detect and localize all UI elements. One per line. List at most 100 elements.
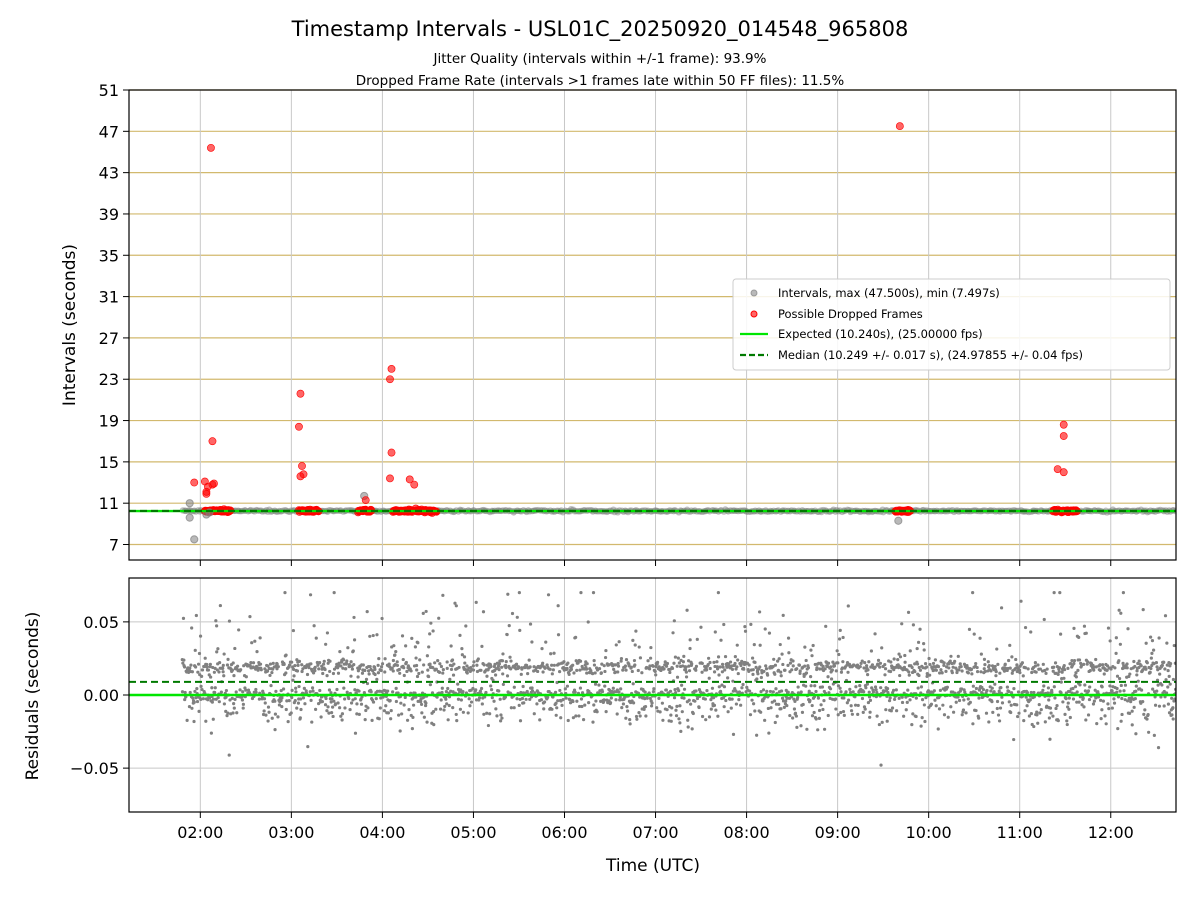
residual-point: [1066, 666, 1070, 670]
residual-point: [684, 665, 688, 669]
residual-point: [480, 644, 484, 648]
residual-point: [449, 689, 453, 693]
residual-point: [518, 628, 522, 632]
residual-point: [199, 674, 204, 678]
residual-point: [359, 702, 364, 706]
residual-point: [437, 670, 442, 675]
residual-point: [546, 695, 550, 700]
residual-point: [928, 662, 932, 667]
residual-point: [652, 687, 656, 691]
residual-point: [717, 685, 721, 689]
residual-point: [839, 690, 843, 694]
residual-point: [378, 706, 382, 710]
residual-point: [1167, 674, 1171, 678]
residual-point: [284, 671, 288, 675]
residual-point: [948, 659, 952, 663]
residual-point: [747, 663, 751, 667]
residual-point: [720, 683, 724, 687]
residual-point: [594, 699, 598, 703]
residual-point: [313, 669, 317, 673]
residual-point: [273, 712, 278, 716]
residual-point: [515, 615, 519, 619]
residual-point: [1082, 624, 1087, 628]
residual-point: [674, 690, 678, 695]
residual-point: [879, 686, 883, 690]
residual-point: [794, 714, 798, 718]
residual-point: [878, 665, 882, 669]
residual-point: [348, 664, 352, 669]
residual-point: [773, 720, 777, 725]
residual-point: [771, 665, 775, 669]
residual-point: [1054, 706, 1058, 711]
residual-point: [1152, 662, 1156, 666]
residual-point: [318, 688, 322, 693]
residual-point: [572, 671, 576, 675]
residual-point: [545, 663, 549, 667]
residual-point: [703, 697, 707, 701]
residual-point: [877, 722, 881, 727]
residual-point: [517, 591, 521, 595]
residual-point: [933, 698, 937, 702]
residual-point: [234, 690, 238, 694]
residual-point: [479, 686, 484, 691]
residual-point: [343, 706, 347, 710]
residual-point: [336, 701, 340, 705]
residual-point: [638, 714, 642, 718]
legend-box: [732, 278, 1171, 371]
residual-point: [578, 704, 582, 709]
residual-point: [404, 644, 408, 648]
residual-point: [1121, 661, 1125, 665]
residual-point: [209, 731, 213, 735]
residual-point: [793, 711, 798, 715]
residual-point: [420, 711, 424, 715]
residual-point: [898, 673, 902, 678]
residual-point: [501, 672, 505, 676]
residual-point: [520, 667, 524, 671]
residual-point: [1019, 599, 1023, 603]
residual-point: [726, 710, 730, 714]
residual-point: [680, 683, 684, 687]
residual-point: [1119, 719, 1123, 723]
residual-point: [211, 697, 216, 701]
residual-point: [739, 662, 743, 666]
residual-point: [853, 703, 858, 707]
residual-point: [865, 682, 870, 686]
residual-point: [287, 663, 292, 667]
residual-point: [1110, 689, 1114, 693]
residual-point: [999, 685, 1003, 690]
residual-point: [971, 722, 975, 726]
residual-point: [814, 717, 818, 721]
legend-dropped-label: Possible Dropped Frames: [778, 307, 923, 321]
residual-point: [924, 696, 928, 700]
residual-point: [767, 631, 772, 635]
residual-point: [542, 700, 547, 704]
residual-point: [1076, 668, 1080, 672]
residual-point: [194, 665, 198, 669]
residual-point: [1103, 714, 1107, 718]
residual-point: [1134, 732, 1138, 736]
residual-point: [720, 662, 725, 666]
residual-point: [400, 712, 404, 716]
legend-intervals-marker: [750, 289, 758, 297]
residual-point: [919, 724, 923, 728]
residual-point: [1046, 686, 1051, 690]
residual-point: [906, 610, 911, 614]
residual-point: [248, 615, 252, 619]
residual-point: [678, 704, 682, 708]
residual-point: [752, 643, 756, 647]
residual-point: [371, 700, 376, 704]
residual-point: [402, 703, 406, 707]
residual-point: [1067, 696, 1071, 700]
residual-point: [1038, 667, 1042, 671]
residual-point: [377, 717, 381, 721]
residual-point: [687, 698, 691, 702]
residual-point: [1116, 726, 1120, 731]
residual-point: [629, 665, 633, 669]
residual-point: [1059, 680, 1063, 684]
residual-point: [434, 707, 438, 711]
residual-point: [1139, 688, 1144, 692]
residual-point: [978, 636, 982, 640]
residual-point: [1074, 671, 1078, 675]
residual-point: [822, 698, 826, 703]
residual-point: [498, 697, 502, 701]
